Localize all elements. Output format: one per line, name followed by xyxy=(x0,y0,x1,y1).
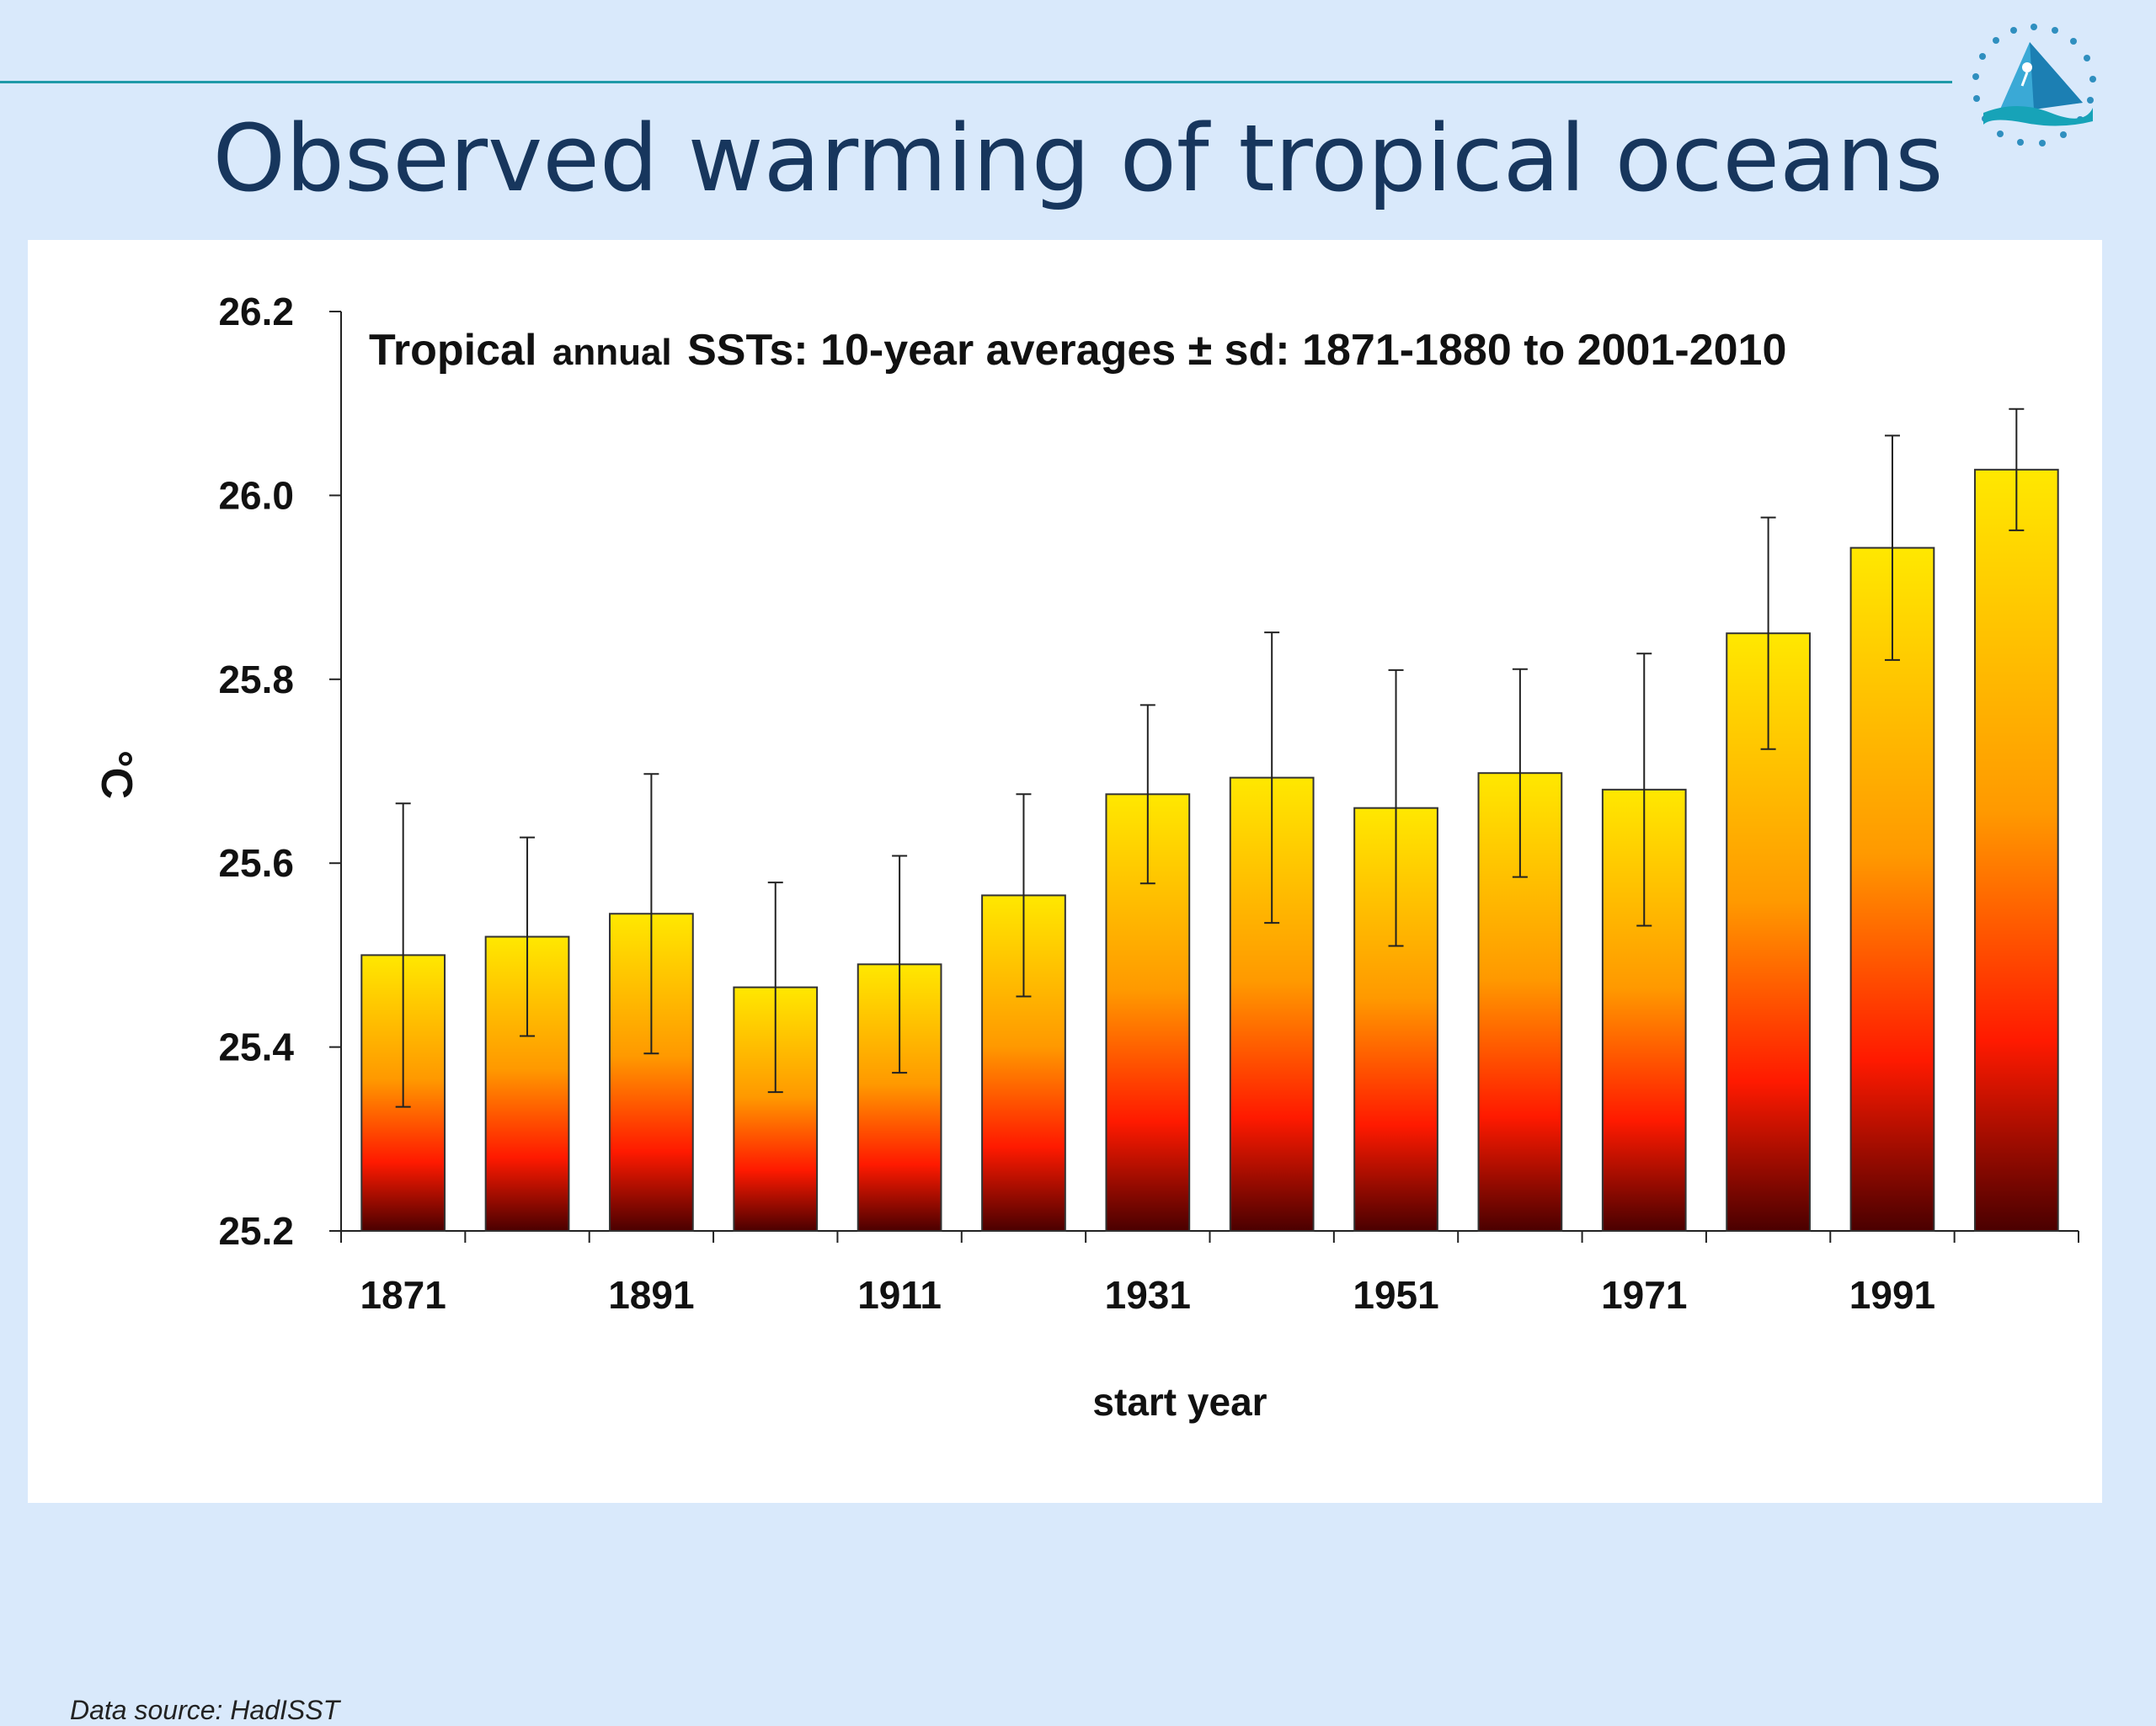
y-tick-label: 25.4 xyxy=(218,1025,294,1069)
y-tick-label: 26.0 xyxy=(218,473,294,517)
data-source-note: Data source: HadISST xyxy=(70,1695,340,1725)
slide-title: Observed warming of tropical oceans xyxy=(212,104,1944,212)
x-tick-label: 1951 xyxy=(1353,1273,1438,1317)
chart-title-part1: Tropical xyxy=(369,326,536,375)
x-axis-label: start year xyxy=(1092,1380,1267,1424)
bar-chart: 25.2 25.4 25.6 25.8 26.0 26.2 1871 1891 1911 1931… xyxy=(92,290,2079,1424)
chart-title-part3: SSTs: 10-year averages ± sd: 1871-1880 t… xyxy=(687,326,1786,375)
y-tick-label: 25.8 xyxy=(218,658,294,701)
x-tick-label: 1971 xyxy=(1601,1273,1687,1317)
x-tick-label: 1911 xyxy=(857,1273,942,1317)
y-tick-label: 25.2 xyxy=(218,1209,294,1253)
chart-title: Tropical annual SSTs: 10-year averages ±… xyxy=(369,326,1786,375)
bar xyxy=(1849,546,1935,1233)
y-axis-label: °C xyxy=(92,750,141,799)
x-tick-label: 1991 xyxy=(1849,1273,1935,1317)
organization-logo xyxy=(1972,24,2096,146)
x-tick-label: 1891 xyxy=(608,1273,694,1317)
bar xyxy=(1973,468,2059,1233)
chart-panel: 25.2 25.4 25.6 25.8 26.0 26.2 1871 1891 1911 1931… xyxy=(28,240,2102,1725)
x-tick-label: 1931 xyxy=(1105,1273,1191,1317)
y-tick-label: 25.6 xyxy=(218,841,294,885)
top-rule xyxy=(0,81,1952,83)
y-tick-label: 26.2 xyxy=(218,290,294,333)
x-tick-label: 1871 xyxy=(360,1273,446,1317)
chart-title-part2: annual xyxy=(552,332,672,373)
